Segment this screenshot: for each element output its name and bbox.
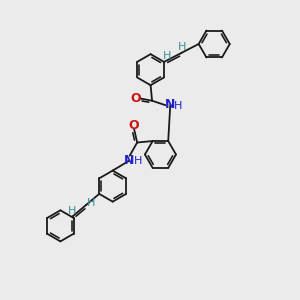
Text: N: N <box>165 98 175 111</box>
Text: O: O <box>130 92 141 105</box>
Text: H: H <box>68 206 76 216</box>
Text: H: H <box>163 51 171 61</box>
Text: N: N <box>124 154 134 167</box>
Text: H: H <box>87 198 95 208</box>
Text: O: O <box>129 119 140 132</box>
Text: H: H <box>178 42 187 52</box>
Text: H: H <box>134 156 142 166</box>
Text: H: H <box>174 101 182 111</box>
